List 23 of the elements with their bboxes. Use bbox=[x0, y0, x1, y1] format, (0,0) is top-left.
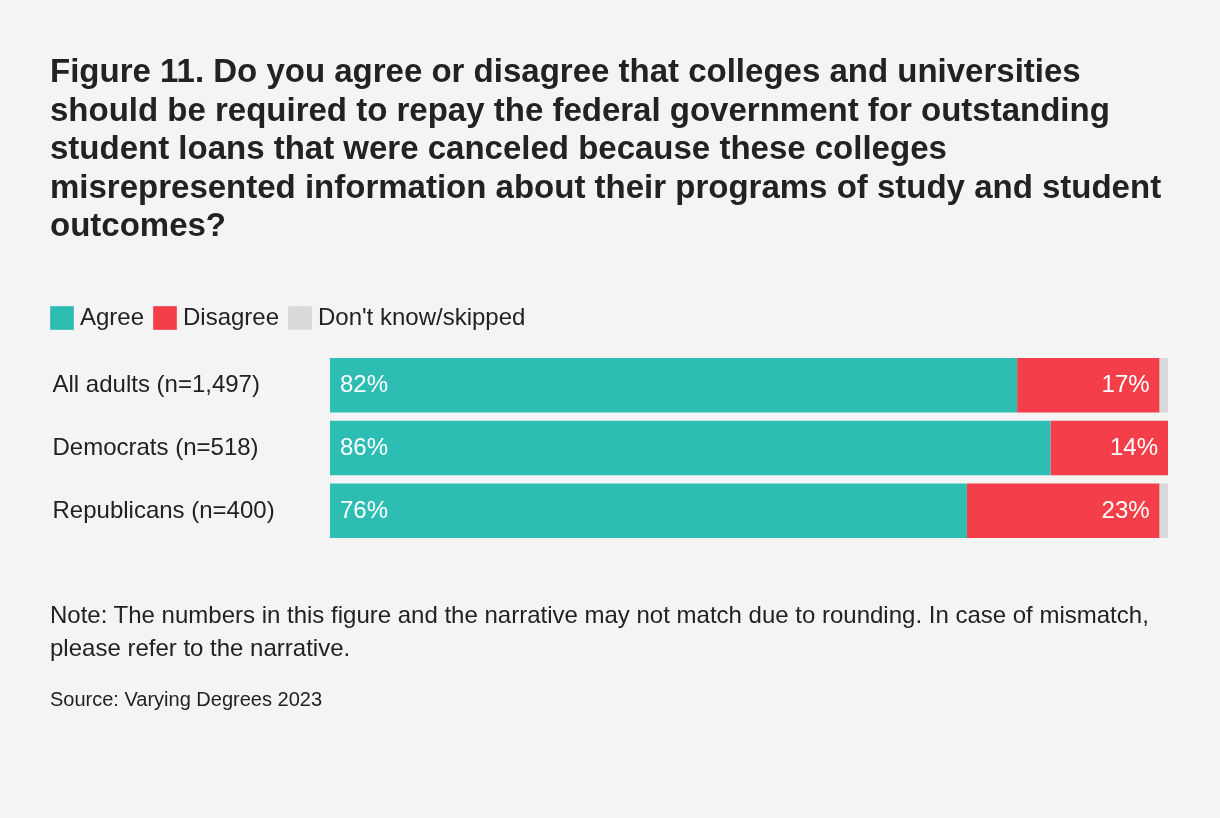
text: Note: The numbers in this figure and the narrative may not match due to rounding. In case of mismatch, please refer to the narrative. bbox=[50, 600, 1150, 663]
y-tick-label: Republicans (n=400) bbox=[52, 495, 275, 523]
legend-label: Agree bbox=[80, 303, 145, 330]
data-label: 86% bbox=[340, 433, 389, 460]
data-label: 14% bbox=[1109, 433, 1158, 460]
data-label: 23% bbox=[1101, 495, 1150, 523]
bar bbox=[1159, 483, 1168, 538]
data-label: 82% bbox=[340, 370, 389, 398]
bar bbox=[1050, 420, 1168, 476]
bar bbox=[330, 483, 967, 538]
bar bbox=[330, 358, 1018, 413]
bar bbox=[1159, 358, 1168, 413]
bar bbox=[330, 420, 1051, 476]
chart-title: Figure 11. Do you agree or disagree that colleges and universities should be required to repay the federal government for outstanding student loans that were canceled because these colleges misrepresented information about their programs of study and student outcomes? bbox=[50, 52, 1163, 245]
y-tick-label: All adults (n=1,497) bbox=[52, 370, 260, 398]
bar bbox=[1017, 358, 1160, 413]
data-label: 76% bbox=[340, 495, 389, 523]
legend-label: Don't know/skipped bbox=[318, 303, 526, 330]
legend-label: Disagree bbox=[183, 303, 280, 330]
y-tick-label: Democrats (n=518) bbox=[52, 433, 259, 460]
source-note: Source: Varying Degrees 2023 bbox=[50, 688, 323, 711]
bar bbox=[966, 483, 1160, 538]
data-label: 17% bbox=[1101, 370, 1150, 398]
